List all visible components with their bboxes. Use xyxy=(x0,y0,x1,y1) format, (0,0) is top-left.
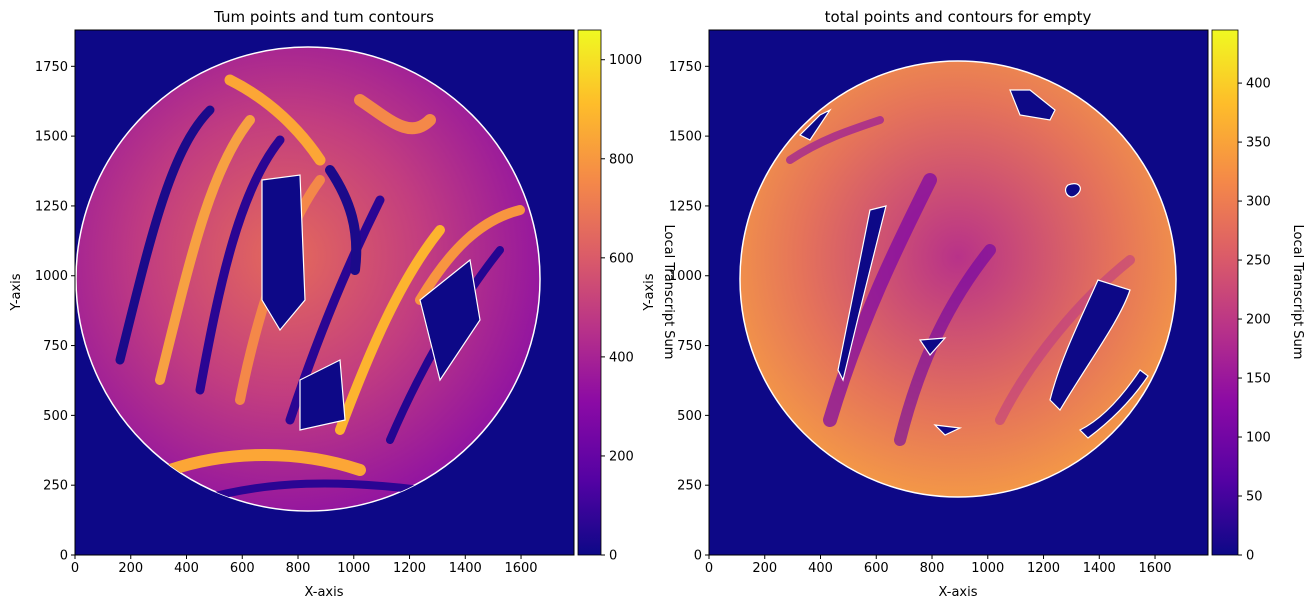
y-tick-label: 500 xyxy=(677,409,702,424)
colorbar-tick-label: 1000 xyxy=(609,53,642,68)
panel1-tissue-outline xyxy=(75,46,541,512)
panel2-y-ticks: 0 250 500 750 1000 1250 1500 1750 xyxy=(669,60,709,564)
colorbar-tick-label: 200 xyxy=(609,449,634,464)
panel1-frame xyxy=(74,29,575,556)
y-tick-label: 750 xyxy=(677,339,702,354)
panel2-xlabel: X-axis xyxy=(939,585,978,600)
panel1-x-ticks: 0 200 400 600 800 1000 1200 1400 1600 xyxy=(71,555,538,576)
colorbar-tick-label: 350 xyxy=(1246,136,1271,151)
panel1-colorbar-ticks: 0 200 400 600 800 1000 xyxy=(601,53,642,564)
x-tick-label: 1400 xyxy=(449,561,482,576)
x-tick-label: 800 xyxy=(286,561,311,576)
y-tick-label: 0 xyxy=(694,549,702,564)
colorbar-tick-label: 300 xyxy=(1246,195,1271,210)
panel2-contour-holes xyxy=(798,89,1149,439)
x-tick-label: 1200 xyxy=(393,561,426,576)
x-tick-label: 600 xyxy=(230,561,255,576)
panel1-xlabel: X-axis xyxy=(305,585,344,600)
panel2-texture xyxy=(786,116,1135,446)
y-tick-label: 0 xyxy=(60,549,68,564)
panel1-contour-holes xyxy=(261,174,481,431)
y-tick-label: 1250 xyxy=(669,199,702,214)
colorbar-tick-label: 400 xyxy=(609,350,634,365)
y-tick-label: 250 xyxy=(43,479,68,494)
x-tick-label: 400 xyxy=(174,561,199,576)
x-tick-label: 400 xyxy=(808,561,833,576)
y-tick-label: 1750 xyxy=(35,60,68,75)
panel2-ylabel: Y-axis xyxy=(642,273,657,311)
x-tick-label: 200 xyxy=(118,561,143,576)
y-tick-label: 1000 xyxy=(35,269,68,284)
panel2-frame xyxy=(708,29,1209,556)
y-tick-label: 1500 xyxy=(669,130,702,145)
y-tick-label: 1500 xyxy=(35,130,68,145)
panel2-tissue xyxy=(739,60,1177,498)
x-tick-label: 0 xyxy=(71,561,79,576)
x-tick-label: 200 xyxy=(752,561,777,576)
panel1-title: Tum points and tum contours xyxy=(213,8,434,26)
x-tick-label: 800 xyxy=(920,561,945,576)
y-tick-label: 1250 xyxy=(35,199,68,214)
colorbar-tick-label: 800 xyxy=(609,152,634,167)
x-tick-label: 1600 xyxy=(1138,561,1171,576)
x-tick-label: 1600 xyxy=(504,561,537,576)
panel2-colorbar-label: Local Transcript Sum xyxy=(1290,225,1305,360)
colorbar-tick-label: 0 xyxy=(609,549,617,564)
panel-total: total points and contours for empty 0 200… xyxy=(642,8,1305,600)
y-tick-label: 1750 xyxy=(669,60,702,75)
panel1-tissue xyxy=(75,46,541,512)
colorbar-tick-label: 100 xyxy=(1246,431,1271,446)
panel2-x-ticks: 0 200 400 600 800 1000 1200 1400 1600 xyxy=(705,555,1172,576)
colorbar-tick-label: 0 xyxy=(1246,549,1254,564)
y-tick-label: 500 xyxy=(43,409,68,424)
panel1-y-ticks: 0 250 500 750 1000 1250 1500 1750 xyxy=(35,60,75,564)
colorbar-tick-label: 400 xyxy=(1246,77,1271,92)
y-tick-label: 750 xyxy=(43,339,68,354)
colorbar-tick-label: 50 xyxy=(1246,490,1263,505)
panel2-colorbar xyxy=(1211,29,1239,556)
x-tick-label: 600 xyxy=(864,561,889,576)
panel2-colorbar-ticks: 0 50 100 150 200 250 300 350 400 xyxy=(1238,77,1271,564)
colorbar-tick-label: 250 xyxy=(1246,254,1271,269)
x-tick-label: 1000 xyxy=(337,561,370,576)
x-tick-label: 1200 xyxy=(1027,561,1060,576)
x-tick-label: 1400 xyxy=(1083,561,1116,576)
panel1-colorbar-label: Local Transcript Sum xyxy=(661,225,676,360)
y-tick-label: 1000 xyxy=(669,269,702,284)
panel-tumor: Tum points and tum contours xyxy=(9,8,676,600)
colorbar-tick-label: 150 xyxy=(1246,372,1271,387)
panel1-ylabel: Y-axis xyxy=(9,273,24,311)
panel2-title: total points and contours for empty xyxy=(825,8,1092,26)
x-tick-label: 0 xyxy=(705,561,713,576)
colorbar-tick-label: 600 xyxy=(609,251,634,266)
panel1-colorbar xyxy=(577,29,602,556)
x-tick-label: 1000 xyxy=(971,561,1004,576)
colorbar-tick-label: 200 xyxy=(1246,313,1271,328)
y-tick-label: 250 xyxy=(677,479,702,494)
